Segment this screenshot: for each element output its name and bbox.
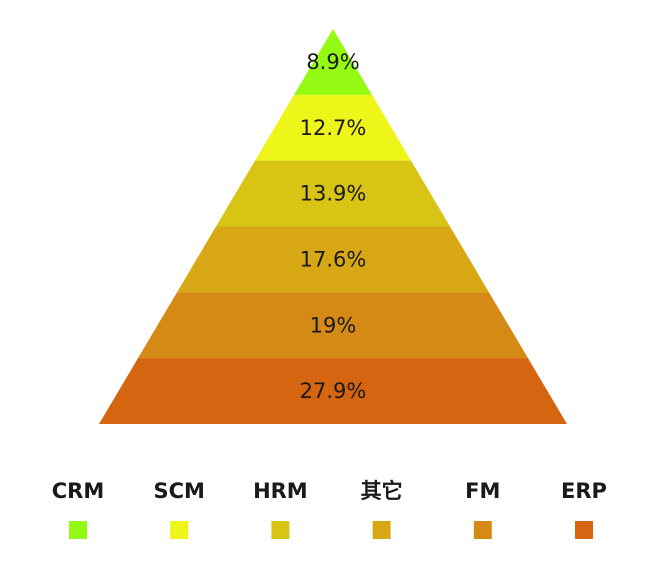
pyramid-segment-CRM <box>294 29 372 95</box>
legend-label: SCM <box>153 479 204 503</box>
legend-item: 其它 <box>361 479 403 539</box>
legend-label: 其它 <box>361 479 403 503</box>
legend-swatch <box>372 521 391 539</box>
legend-swatch <box>69 521 87 539</box>
legend-swatch <box>575 521 593 539</box>
legend-item: ERP <box>561 479 607 539</box>
legend-item: SCM <box>153 479 205 539</box>
legend-item: HRM <box>253 479 308 539</box>
pyramid-segment-ERP <box>99 358 567 424</box>
segment-value-label: 12.7% <box>300 116 367 140</box>
legend-item: CRM <box>52 479 104 539</box>
pyramid-segments <box>99 29 567 424</box>
legend-swatch <box>271 521 290 539</box>
legend-swatch <box>170 521 189 539</box>
pyramid-segment-FM <box>138 292 528 359</box>
segment-value-label: 13.9% <box>300 182 367 206</box>
pyramid-segment-SCM <box>255 94 411 161</box>
segment-value-label: 19% <box>310 313 357 337</box>
legend-label: HRM <box>253 479 308 503</box>
segment-value-label: 27.9% <box>300 379 367 403</box>
segment-value-label: 8.9% <box>306 50 359 74</box>
pyramid-segment-HRM <box>216 160 450 227</box>
pyramid-segment-其它 <box>177 226 489 293</box>
legend-label: CRM <box>52 479 104 503</box>
legend-item: FM <box>465 479 500 539</box>
legend-label: ERP <box>561 479 607 503</box>
segment-value-labels: 8.9% 12.7% 13.9% 17.6% 19% 27.9% <box>300 50 367 403</box>
legend-label: FM <box>465 479 500 503</box>
legend: CRM SCM HRM 其它 FM ERP <box>52 479 607 539</box>
segment-value-label: 17.6% <box>300 247 367 271</box>
legend-swatch <box>473 521 492 539</box>
